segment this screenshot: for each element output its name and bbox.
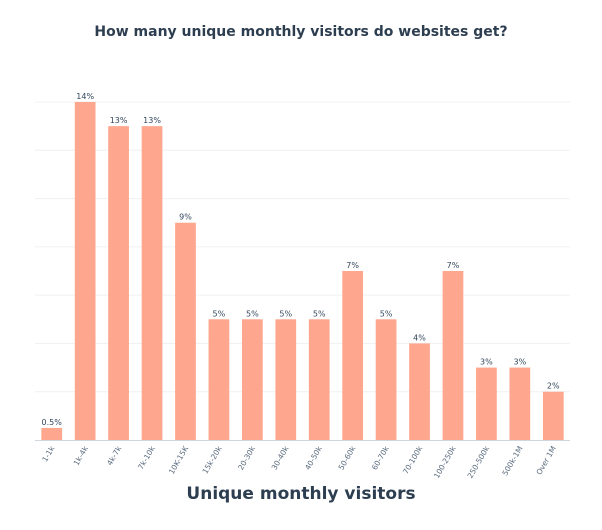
x-tick-label-9: 50-60k <box>337 444 358 472</box>
bar-0 <box>41 427 63 440</box>
data-label-14: 3% <box>513 358 526 367</box>
x-tick-label-11: 70-100k <box>401 444 425 476</box>
data-labels: 0.5% 14% 13% 13% 9% 5% 5% 5% 5% 7% 5% 4% 7% 3% 3% 2% <box>42 92 560 427</box>
x-tick-label-5: 15k-20k <box>201 444 224 475</box>
x-tick-label-10: 60-70k <box>370 444 391 472</box>
bar-8 <box>308 319 330 440</box>
x-tick-labels: 1-1k 1k-4k 4k-7k 7k-10k 10K-15K 15k-20k 20-30k… <box>40 444 558 480</box>
bar-3 <box>141 126 163 441</box>
x-tick-label-1: 1k-4k <box>72 444 91 467</box>
data-label-0: 0.5% <box>42 418 63 427</box>
bar-10 <box>375 319 397 440</box>
data-label-3: 13% <box>143 116 161 125</box>
data-label-8: 5% <box>313 309 326 318</box>
bar-12 <box>442 271 464 440</box>
bar-4 <box>175 222 196 440</box>
bar-2 <box>108 126 129 441</box>
bar-9 <box>342 271 364 440</box>
x-tick-label-8: 40-50k <box>303 444 324 472</box>
bar-6 <box>241 319 263 440</box>
data-label-13: 3% <box>480 358 493 367</box>
data-label-4: 9% <box>179 213 192 222</box>
bar-14 <box>509 367 531 440</box>
data-label-5: 5% <box>213 309 226 318</box>
x-tick-label-13: 250-500k <box>466 444 492 480</box>
x-tick-label-14: 500k-1M <box>500 445 524 478</box>
bar-5 <box>208 319 230 440</box>
bars <box>41 102 564 441</box>
chart-title: How many unique monthly visitors do webs… <box>94 24 508 40</box>
x-tick-label-7: 30-40k <box>270 444 291 472</box>
data-label-12: 7% <box>447 261 460 270</box>
x-axis-label: Unique monthly visitors <box>186 484 416 504</box>
x-tick-label-15: Over 1M <box>534 445 558 477</box>
data-label-2: 13% <box>110 116 128 125</box>
data-label-1: 14% <box>76 92 94 101</box>
x-tick-label-6: 20-30k <box>236 444 257 472</box>
data-label-10: 5% <box>380 309 393 318</box>
x-tick-label-4: 10K-15K <box>167 444 191 476</box>
bar-15 <box>542 391 564 440</box>
x-tick-label-2: 4k-7k <box>105 444 124 467</box>
data-label-7: 5% <box>279 309 292 318</box>
data-label-9: 7% <box>346 261 359 270</box>
bar-13 <box>476 367 497 440</box>
bar-7 <box>275 319 297 440</box>
data-label-11: 4% <box>413 333 426 342</box>
x-tick-label-12: 100-250k <box>432 444 458 480</box>
x-tick-label-3: 7k-10k <box>136 444 157 471</box>
data-label-15: 2% <box>547 382 560 391</box>
data-label-6: 5% <box>246 309 259 318</box>
x-tick-label-0: 1-1k <box>40 444 56 463</box>
bar-1 <box>74 102 96 440</box>
bar-11 <box>409 343 430 440</box>
